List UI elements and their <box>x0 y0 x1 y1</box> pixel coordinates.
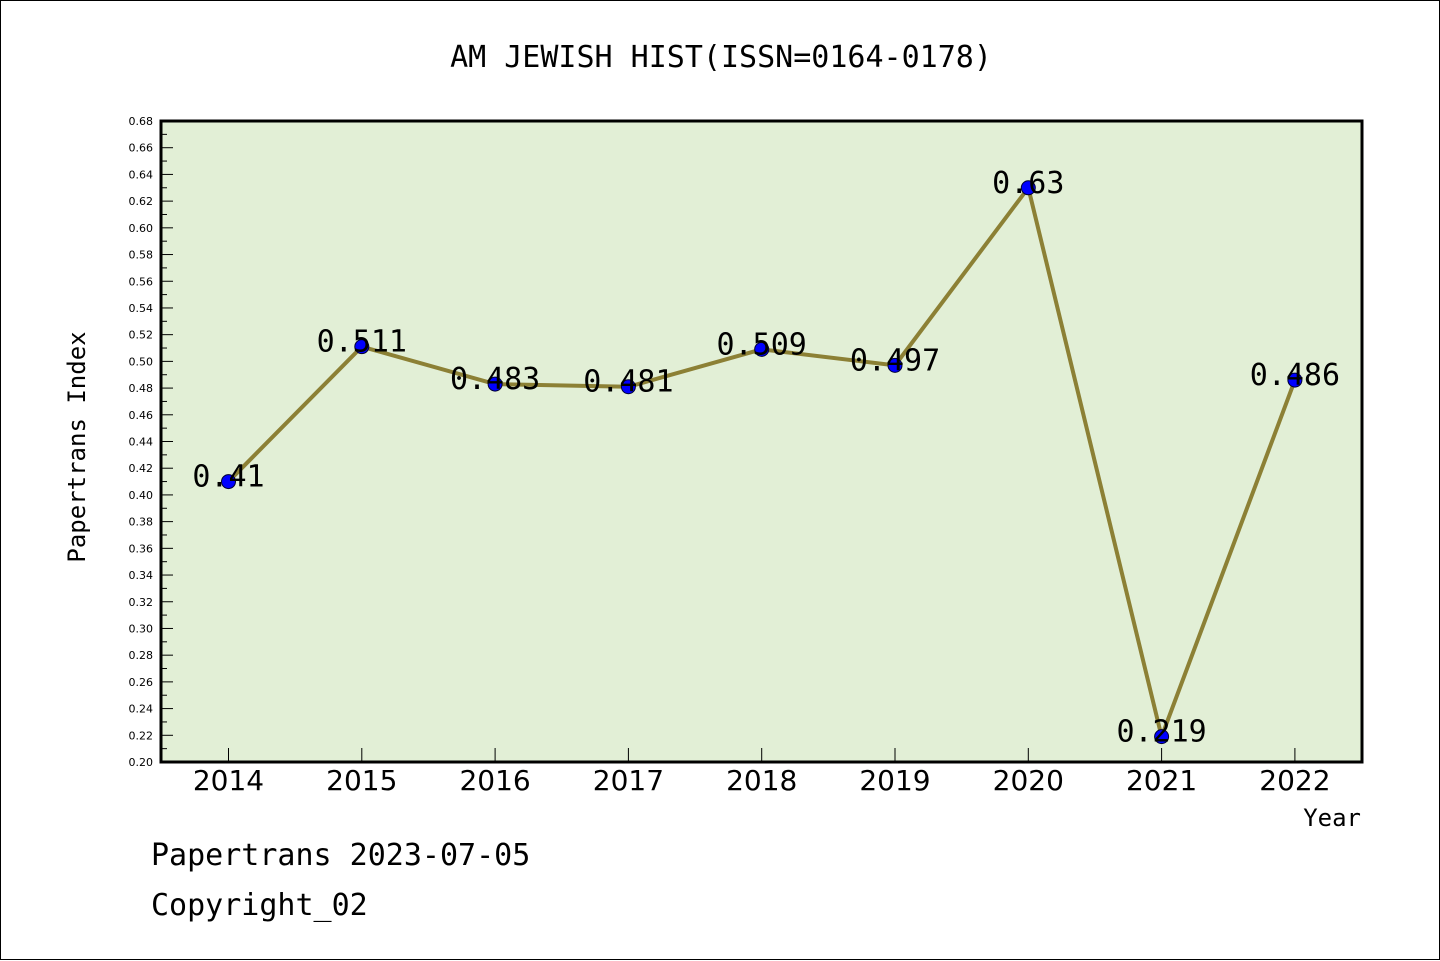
x-tick-label: 2020 <box>993 764 1064 797</box>
data-point <box>754 341 770 357</box>
y-tick-label: 0.58 <box>129 249 154 262</box>
x-tick-label: 2019 <box>859 764 930 797</box>
data-label: 0.481 <box>583 365 673 400</box>
x-tick-label: 2021 <box>1126 764 1197 797</box>
x-tick-label: 2015 <box>326 764 397 797</box>
y-tick-label: 0.20 <box>129 756 154 769</box>
y-tick-label: 0.60 <box>129 222 154 235</box>
footer-copyright-text: Copyright_02 <box>151 888 368 923</box>
data-point <box>1287 372 1303 388</box>
x-tick-label: 2018 <box>726 764 797 797</box>
data-point <box>1020 180 1036 196</box>
y-tick-label: 0.28 <box>129 649 154 662</box>
data-label: 0.511 <box>317 325 407 360</box>
data-label: 0.486 <box>1250 358 1340 393</box>
data-point <box>354 339 370 355</box>
data-point <box>221 474 236 490</box>
data-label: 0.41 <box>192 460 264 495</box>
y-tick-label: 0.66 <box>129 142 154 155</box>
x-tick-label: 2014 <box>193 764 264 797</box>
chart-title: AM JEWISH HIST(ISSN=0164-0178) <box>450 40 992 75</box>
plot-area <box>159 119 1364 764</box>
y-tick-label: 0.48 <box>129 382 154 395</box>
data-labels: 0.41 0.511 0.483 0.481 0.509 0.497 0.63 0.219 0.… <box>192 166 1340 750</box>
x-axis-ticks: 2014 2015 2016 2017 2018 2019 2020 2021 2022 <box>193 748 1331 797</box>
y-tick-label: 0.44 <box>129 436 154 449</box>
y-tick-label: 0.46 <box>129 409 154 422</box>
data-point <box>1154 729 1170 745</box>
data-point <box>887 357 903 373</box>
y-tick-label: 0.30 <box>129 622 154 635</box>
data-label: 0.63 <box>992 166 1064 201</box>
data-label: 0.483 <box>450 362 540 397</box>
data-markers <box>221 180 1303 745</box>
data-point <box>620 379 636 395</box>
y-tick-label: 0.56 <box>129 275 154 288</box>
y-tick-label: 0.38 <box>129 516 154 529</box>
y-tick-label: 0.24 <box>129 703 154 716</box>
data-label: 0.509 <box>717 327 807 362</box>
data-point <box>487 376 503 392</box>
y-tick-label: 0.54 <box>129 302 154 315</box>
x-tick-label: 2022 <box>1259 764 1330 797</box>
x-tick-label: 2016 <box>459 764 530 797</box>
x-tick-label: 2017 <box>593 764 664 797</box>
footer-date-text: Papertrans 2023-07-05 <box>151 838 530 873</box>
y-tick-label: 0.64 <box>129 168 154 181</box>
y-tick-label: 0.34 <box>129 569 154 582</box>
y-tick-label: 0.22 <box>129 729 154 742</box>
y-tick-label: 0.40 <box>129 489 154 502</box>
y-axis-label: Papertrans Index <box>63 331 91 562</box>
data-label: 0.219 <box>1116 715 1206 750</box>
y-tick-label: 0.68 <box>129 115 154 128</box>
y-tick-label: 0.52 <box>129 329 154 342</box>
y-tick-label: 0.26 <box>129 676 154 689</box>
data-label: 0.497 <box>850 343 940 378</box>
x-axis-label: Year <box>1303 804 1361 832</box>
y-axis-ticks: 0.20 0.22 0.24 0.26 0.28 0.30 0.32 0.34 0.36 0.38… <box>129 115 173 769</box>
y-tick-label: 0.42 <box>129 462 154 475</box>
y-tick-label: 0.50 <box>129 355 154 368</box>
y-tick-label: 0.62 <box>129 195 154 208</box>
y-tick-label: 0.32 <box>129 596 154 609</box>
y-tick-label: 0.36 <box>129 542 154 555</box>
